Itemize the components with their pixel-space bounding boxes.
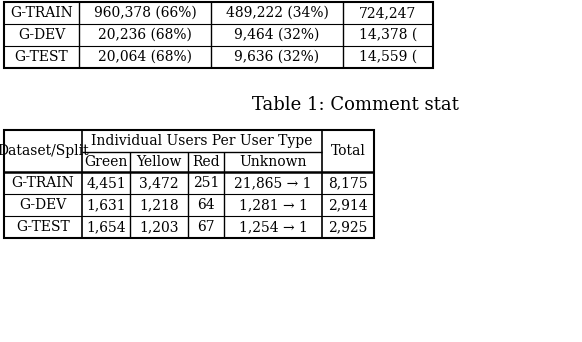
Text: 724,247: 724,247 <box>359 6 417 20</box>
Text: Total: Total <box>331 144 365 158</box>
Text: 20,236 (68%): 20,236 (68%) <box>98 28 192 42</box>
Text: 1,654: 1,654 <box>86 220 126 234</box>
Text: Green: Green <box>84 155 127 169</box>
Text: 1,203: 1,203 <box>139 220 179 234</box>
Bar <box>4 2 433 68</box>
Text: 2,914: 2,914 <box>328 198 368 212</box>
Text: G-DEV: G-DEV <box>18 28 65 42</box>
Text: 9,464 (32%): 9,464 (32%) <box>235 28 320 42</box>
Text: 1,281 → 1: 1,281 → 1 <box>239 198 307 212</box>
Text: G-TEST: G-TEST <box>16 220 70 234</box>
Text: G-TRAIN: G-TRAIN <box>12 176 74 190</box>
Bar <box>4 130 374 238</box>
Text: 489,222 (34%): 489,222 (34%) <box>226 6 328 20</box>
Text: 1,254 → 1: 1,254 → 1 <box>239 220 307 234</box>
Text: 14,378 (: 14,378 ( <box>359 28 417 42</box>
Text: 1,631: 1,631 <box>86 198 126 212</box>
Text: 3,472: 3,472 <box>139 176 179 190</box>
Text: 960,378 (66%): 960,378 (66%) <box>94 6 196 20</box>
Text: 67: 67 <box>197 220 215 234</box>
Text: Individual Users Per User Type: Individual Users Per User Type <box>91 134 313 148</box>
Text: Red: Red <box>192 155 220 169</box>
Text: G-DEV: G-DEV <box>19 198 66 212</box>
Text: 9,636 (32%): 9,636 (32%) <box>235 50 320 64</box>
Text: G-TRAIN: G-TRAIN <box>10 6 73 20</box>
Text: 21,865 → 1: 21,865 → 1 <box>234 176 312 190</box>
Text: 1,218: 1,218 <box>139 198 179 212</box>
Text: 20,064 (68%): 20,064 (68%) <box>98 50 192 64</box>
Text: Table 1: Comment stat: Table 1: Comment stat <box>251 96 459 114</box>
Text: Yellow: Yellow <box>136 155 182 169</box>
Text: Dataset/Split: Dataset/Split <box>0 144 89 158</box>
Text: 251: 251 <box>193 176 219 190</box>
Text: Unknown: Unknown <box>239 155 307 169</box>
Text: 4,451: 4,451 <box>86 176 126 190</box>
Text: 8,175: 8,175 <box>328 176 368 190</box>
Text: G-TEST: G-TEST <box>15 50 68 64</box>
Text: 2,925: 2,925 <box>328 220 368 234</box>
Text: 64: 64 <box>197 198 215 212</box>
Text: 14,559 (: 14,559 ( <box>359 50 417 64</box>
